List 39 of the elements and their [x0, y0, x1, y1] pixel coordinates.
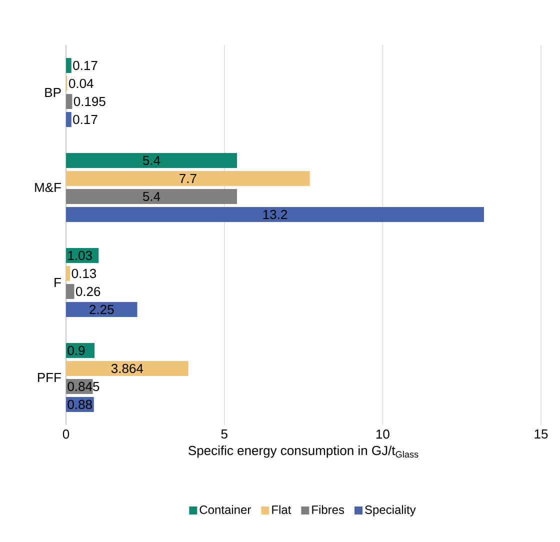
data-label: 5.4	[142, 192, 160, 202]
x-tick-label: 5	[221, 430, 228, 439]
x-tick-label: 15	[534, 430, 548, 439]
bar	[66, 266, 70, 281]
data-label: 7.7	[180, 174, 196, 183]
bar	[66, 360, 188, 376]
legend-label: Flat	[272, 505, 292, 514]
y-tick-label: BP	[45, 88, 61, 97]
data-label: 0.17	[73, 114, 98, 124]
data-label: 1.03	[68, 250, 92, 260]
legend-label: Speciality	[365, 505, 416, 516]
bar	[66, 112, 72, 127]
data-label: 3.864	[111, 364, 144, 374]
y-tick-label: M&F	[35, 182, 61, 192]
bar	[66, 302, 138, 317]
data-label: 5.4	[142, 156, 160, 166]
data-label: 0.195	[74, 96, 106, 106]
bar	[66, 152, 238, 168]
data-label: 0.26	[76, 286, 100, 296]
bar	[66, 284, 74, 299]
data-label: 0.9	[68, 346, 85, 356]
x-tick-label: 10	[376, 430, 390, 439]
x-tick-label: 0	[62, 430, 70, 439]
data-label: 0.13	[72, 268, 96, 278]
y-tick-label: PFF	[38, 373, 61, 382]
x-axis-title: Specific energy consumption in GJ/t$_{Glass}$	[188, 446, 418, 458]
legend-label: Fibres	[312, 505, 344, 514]
data-label: 13.2	[263, 210, 288, 220]
data-label: 2.25	[90, 304, 114, 314]
data-label: 0.88	[68, 400, 92, 410]
data-label: 0.17	[73, 60, 98, 70]
bar	[66, 188, 238, 204]
data-label: 0.04	[68, 78, 94, 88]
bar	[66, 94, 72, 109]
legend-label: Container	[200, 505, 251, 514]
bar	[66, 58, 72, 73]
bar	[66, 170, 310, 186]
bar	[66, 206, 484, 222]
y-tick-label: F	[54, 278, 61, 287]
